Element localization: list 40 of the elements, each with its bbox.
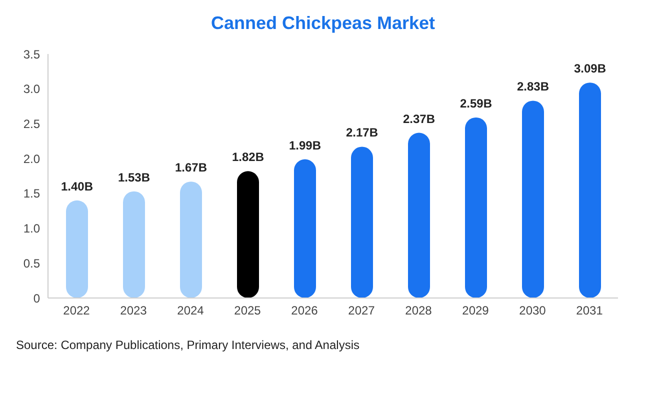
y-tick-label: 1.5 [23, 186, 40, 201]
bar [465, 117, 487, 298]
data-label: 2.59B [460, 96, 492, 110]
x-tick-label: 2024 [177, 304, 204, 318]
source-note: Source: Company Publications, Primary Interviews, and Analysis [16, 338, 360, 352]
x-tick-label: 2022 [63, 304, 90, 318]
y-tick-label: 0 [33, 291, 40, 306]
bar [180, 182, 202, 298]
x-tick-label: 2028 [405, 304, 432, 318]
data-label: 2.37B [402, 112, 436, 126]
y-tick-label: 3.0 [23, 82, 40, 96]
bar [123, 191, 145, 298]
y-tick-label: 3.5 [23, 47, 40, 62]
bar [351, 146, 373, 298]
data-label: 1.99B [288, 138, 322, 152]
data-label: 2.83B [516, 80, 550, 94]
bar [237, 171, 259, 298]
x-tick-label: 2029 [462, 304, 490, 318]
bar [66, 200, 88, 298]
data-label: 1.82B [232, 150, 264, 164]
bar [522, 100, 544, 298]
x-tick-label: 2023 [120, 304, 148, 318]
data-label: 2.17B [346, 126, 378, 140]
data-label: 1.40B [60, 179, 94, 194]
bar [294, 159, 316, 298]
y-tick-label: 0.5 [23, 256, 40, 270]
x-tick-label: 2025 [234, 304, 262, 318]
data-label: 1.67B [174, 160, 208, 175]
data-label: 1.53B [118, 170, 150, 184]
x-tick-label: 2030 [519, 304, 546, 318]
data-label: 3.09B [574, 62, 606, 76]
y-tick-label: 2.5 [23, 116, 40, 131]
x-tick-label: 2026 [291, 304, 318, 318]
bar [579, 82, 601, 298]
x-tick-label: 2031 [576, 304, 604, 318]
y-tick-label: 2.0 [23, 152, 40, 166]
x-tick-label: 2027 [348, 304, 376, 318]
y-tick-label: 1.0 [23, 222, 40, 236]
chart-title: Canned Chickpeas Market [210, 12, 436, 35]
bar [408, 132, 430, 298]
